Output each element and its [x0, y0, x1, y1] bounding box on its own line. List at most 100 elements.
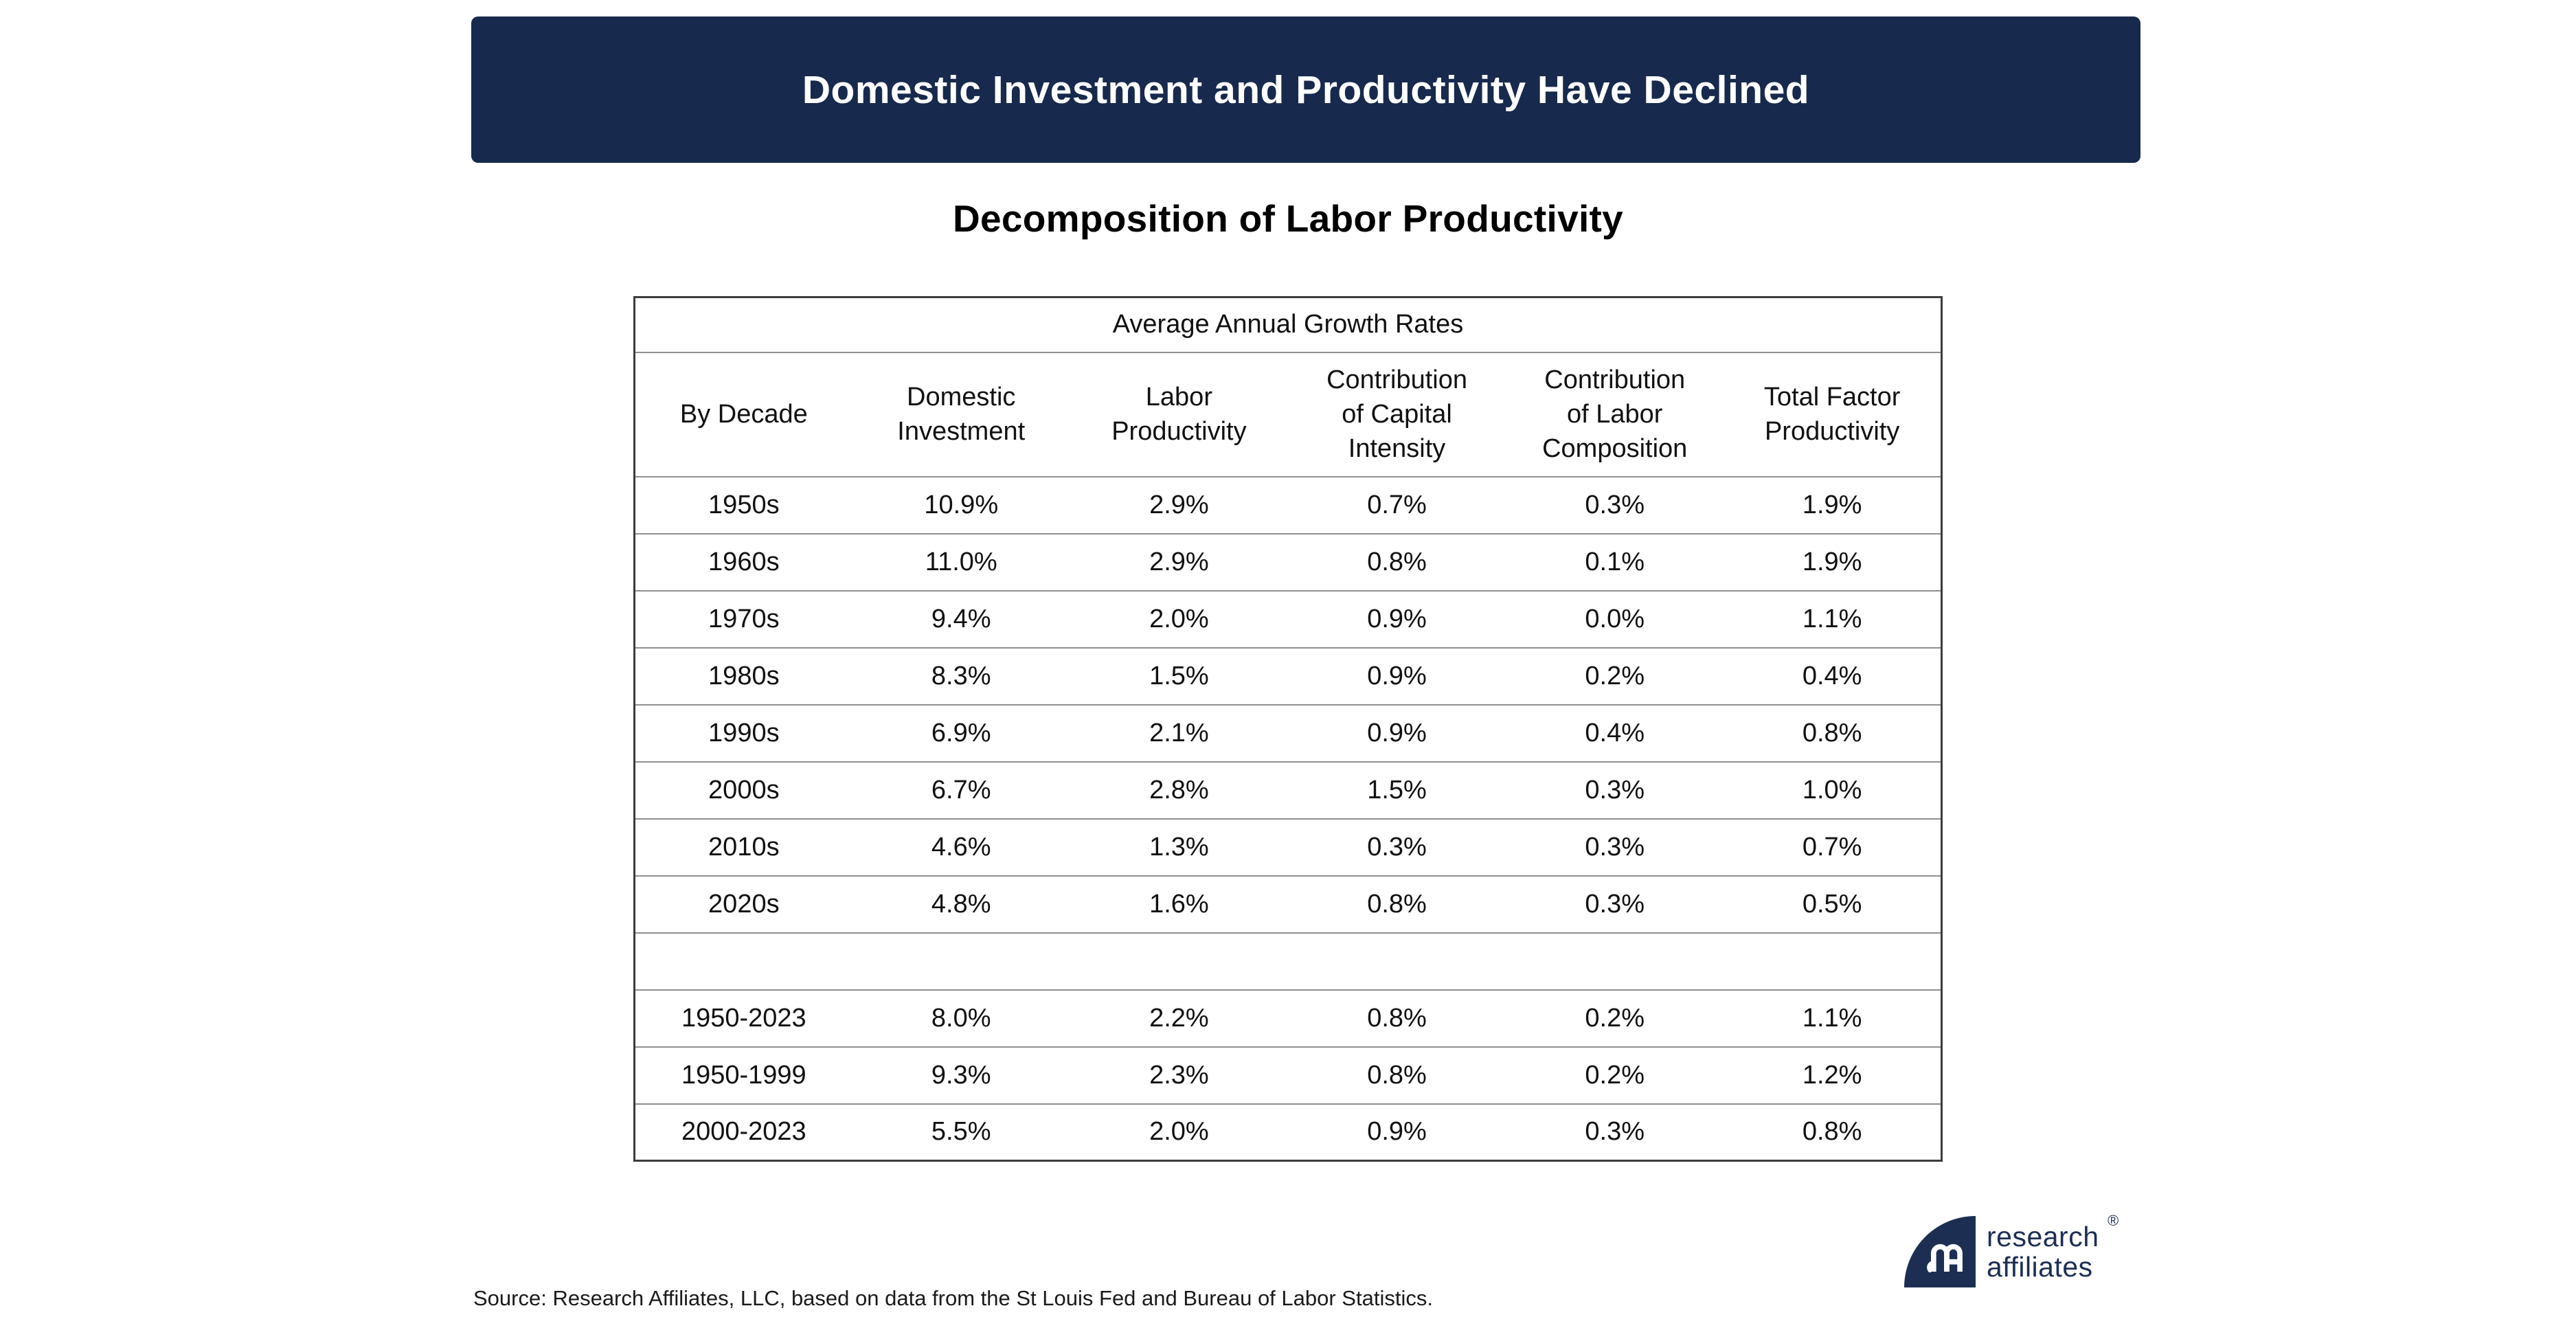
table-cell: 0.3% — [1585, 1117, 1645, 1147]
table-cell: 1980s — [708, 661, 780, 690]
table-cell: 5.5% — [931, 1117, 991, 1147]
column-header-domestic-investment: Domestic Investment — [852, 352, 1070, 477]
table-cell: 1970s — [708, 604, 780, 633]
table-cell: 0.2% — [1585, 661, 1645, 690]
table-cell: 4.8% — [931, 889, 991, 919]
table-cell: 0.2% — [1585, 1060, 1645, 1090]
table-cell: 2000s — [708, 775, 780, 804]
table-cell: 0.8% — [1367, 889, 1427, 919]
table-cell — [1288, 933, 1506, 990]
column-header-labor-composition: Contribution of Labor Composition — [1506, 352, 1724, 477]
table-cell: 0.9% — [1367, 604, 1427, 633]
table-cell: 0.3% — [1585, 775, 1645, 804]
table-cell: 1.0% — [1802, 775, 1862, 804]
table-header-row: By Decade Domestic Investment Labor Prod… — [634, 352, 1942, 477]
table-cell: 0.9% — [1367, 718, 1427, 747]
ra-logo: research affiliates ® — [1904, 1212, 2151, 1294]
table-row-1970s: 1970s 9.4% 2.0% 0.9% 0.0% 1.1% — [634, 591, 1942, 648]
ra-logo-wordmark: research affiliates — [1987, 1222, 2099, 1282]
column-header-capital-intensity: Contribution of Capital Intensity — [1288, 352, 1506, 477]
chart-title: Decomposition of Labor Productivity — [952, 197, 1624, 240]
table-cell: 2.0% — [1149, 604, 1209, 633]
table-cell: 0.4% — [1585, 718, 1645, 747]
table-cell: 2000-2023 — [681, 1117, 806, 1147]
ra-logo-line2: affiliates — [1987, 1251, 2093, 1283]
table-cell: 0.4% — [1802, 661, 1862, 690]
column-header-label: Domestic Investment — [897, 382, 1026, 446]
table-cell: 1950s — [708, 490, 780, 519]
table-cell: 2020s — [708, 889, 780, 919]
column-header-total-factor-productivity: Total Factor Productivity — [1724, 352, 1941, 477]
table-cell: 1.9% — [1802, 547, 1862, 576]
table-cell: 0.8% — [1802, 1117, 1862, 1147]
table-row-1950-1999: 1950-1999 9.3% 2.3% 0.8% 0.2% 1.2% — [634, 1047, 1942, 1104]
table-cell: 4.6% — [931, 832, 991, 862]
table-row-1950-2023: 1950-2023 8.0% 2.2% 0.8% 0.2% 1.1% — [634, 990, 1942, 1047]
table-cell: 1.1% — [1802, 1003, 1862, 1033]
table-cell: 6.7% — [931, 775, 991, 804]
table-cell: 1.6% — [1149, 889, 1209, 919]
column-header-label: Labor Productivity — [1111, 382, 1247, 446]
ra-logo-line1: research — [1987, 1221, 2099, 1252]
table-cell: 0.3% — [1585, 832, 1645, 862]
table-cell: 1.5% — [1149, 661, 1209, 690]
table-cell: 2.3% — [1149, 1060, 1209, 1090]
table-row-2000s: 2000s 6.7% 2.8% 1.5% 0.3% 1.0% — [634, 762, 1942, 819]
table-cell: 0.3% — [1367, 832, 1427, 862]
table-cell: 1990s — [708, 718, 780, 747]
table-cell: 0.8% — [1367, 547, 1427, 576]
table-row-1980s: 1980s 8.3% 1.5% 0.9% 0.2% 0.4% — [634, 648, 1942, 705]
table-cell: 1950-1999 — [681, 1060, 806, 1090]
table-cell — [1724, 933, 1941, 990]
table-cell: 0.5% — [1802, 889, 1862, 919]
table-cell: 0.8% — [1367, 1003, 1427, 1033]
table-cell — [852, 933, 1070, 990]
table-cell: 1950-2023 — [681, 1003, 806, 1033]
table-cell: 2.9% — [1149, 490, 1209, 519]
column-header-label: Total Factor Productivity — [1763, 382, 1901, 446]
table-cell: 1.1% — [1802, 604, 1862, 633]
table-cell: 2.2% — [1149, 1003, 1209, 1033]
registered-trademark-icon: ® — [2108, 1212, 2119, 1229]
table-cell: 0.8% — [1367, 1060, 1427, 1090]
spacer-row — [634, 933, 1942, 990]
column-header-label: By Decade — [679, 399, 808, 429]
table-cell: 0.7% — [1802, 832, 1862, 862]
table-row-1950s: 1950s 10.9% 2.9% 0.7% 0.3% 1.9% — [634, 477, 1942, 534]
table-span-header-row: Average Annual Growth Rates — [634, 297, 1942, 352]
table-row-2020s: 2020s 4.8% 1.6% 0.8% 0.3% 0.5% — [634, 876, 1942, 933]
table-cell: 1.9% — [1802, 490, 1862, 519]
table-cell: 2.9% — [1149, 547, 1209, 576]
table-cell: 9.3% — [931, 1060, 991, 1090]
table-cell: 0.0% — [1585, 604, 1645, 633]
table-row-1990s: 1990s 6.9% 2.1% 0.9% 0.4% 0.8% — [634, 705, 1942, 762]
table-cell: 2.0% — [1149, 1117, 1209, 1147]
table-cell: 2.8% — [1149, 775, 1209, 804]
productivity-table: Average Annual Growth Rates By Decade Do… — [633, 296, 1943, 1162]
ra-monogram-icon — [1927, 1243, 1963, 1272]
table-cell: 1960s — [708, 547, 780, 576]
table-cell: 2.1% — [1149, 718, 1209, 747]
banner-title: Domestic Investment and Productivity Hav… — [802, 67, 1810, 112]
table-cell: 2010s — [708, 832, 780, 862]
table-cell: 8.3% — [931, 661, 991, 690]
table-cell — [1070, 933, 1288, 990]
table-cell: 9.4% — [931, 604, 991, 633]
table-cell: 0.9% — [1367, 661, 1427, 690]
table-cell: 6.9% — [931, 718, 991, 747]
table-cell: 0.2% — [1585, 1003, 1645, 1033]
table-cell: 0.3% — [1585, 490, 1645, 519]
source-note: Source: Research Affiliates, LLC, based … — [473, 1286, 1433, 1310]
table-cell: 1.5% — [1367, 775, 1427, 804]
table-cell — [635, 933, 852, 990]
ra-logo-mark — [1904, 1216, 1976, 1287]
column-header-labor-productivity: Labor Productivity — [1070, 352, 1288, 477]
table-cell: 0.7% — [1367, 490, 1427, 519]
table-span-header: Average Annual Growth Rates — [1112, 310, 1464, 339]
column-header-label: Contribution of Labor Composition — [1542, 365, 1688, 464]
table-cell: 0.1% — [1585, 547, 1645, 576]
table-cell: 10.9% — [924, 490, 999, 519]
table-cell: 1.2% — [1802, 1060, 1862, 1090]
column-header-label: Contribution of Capital Intensity — [1326, 365, 1467, 464]
table-row-2010s: 2010s 4.6% 1.3% 0.3% 0.3% 0.7% — [634, 819, 1942, 876]
